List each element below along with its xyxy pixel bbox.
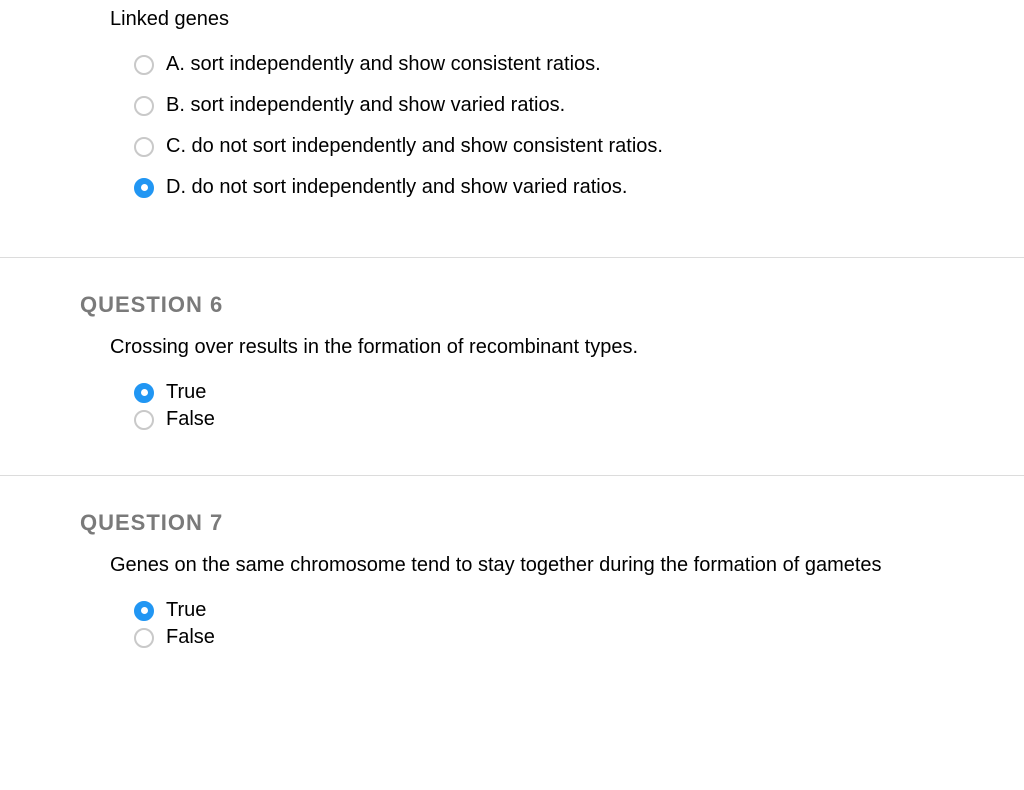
- radio-selected-icon[interactable]: [134, 601, 154, 621]
- option-label: True: [166, 599, 206, 622]
- option-label: B. sort independently and show varied ra…: [166, 94, 565, 117]
- option-row[interactable]: False: [110, 626, 1004, 649]
- radio-unselected-icon[interactable]: [134, 96, 154, 116]
- question-block-6: QUESTION 6 Crossing over results in the …: [0, 258, 1024, 475]
- option-row[interactable]: D. do not sort independently and show va…: [110, 176, 1004, 199]
- question-block-5: Linked genes A. sort independently and s…: [0, 0, 1024, 257]
- question-prompt: Genes on the same chromosome tend to sta…: [110, 554, 1004, 577]
- option-label: A. sort independently and show consisten…: [166, 53, 601, 76]
- radio-unselected-icon[interactable]: [134, 410, 154, 430]
- option-row[interactable]: False: [110, 408, 1004, 431]
- option-row[interactable]: True: [110, 381, 1004, 404]
- question-prompt: Linked genes: [110, 8, 1004, 31]
- option-row[interactable]: True: [110, 599, 1004, 622]
- radio-unselected-icon[interactable]: [134, 137, 154, 157]
- option-label: False: [166, 408, 215, 431]
- radio-unselected-icon[interactable]: [134, 55, 154, 75]
- radio-unselected-icon[interactable]: [134, 628, 154, 648]
- question-title: QUESTION 6: [0, 292, 1024, 318]
- option-label: False: [166, 626, 215, 649]
- question-content: Crossing over results in the formation o…: [0, 336, 1024, 431]
- question-content: Linked genes A. sort independently and s…: [0, 8, 1024, 199]
- radio-selected-icon[interactable]: [134, 178, 154, 198]
- option-row[interactable]: A. sort independently and show consisten…: [110, 53, 1004, 76]
- question-prompt: Crossing over results in the formation o…: [110, 336, 1004, 359]
- radio-selected-icon[interactable]: [134, 383, 154, 403]
- question-title: QUESTION 7: [0, 510, 1024, 536]
- option-row[interactable]: B. sort independently and show varied ra…: [110, 94, 1004, 117]
- option-row[interactable]: C. do not sort independently and show co…: [110, 135, 1004, 158]
- option-label: True: [166, 381, 206, 404]
- option-label: C. do not sort independently and show co…: [166, 135, 663, 158]
- question-block-7: QUESTION 7 Genes on the same chromosome …: [0, 476, 1024, 693]
- option-label: D. do not sort independently and show va…: [166, 176, 627, 199]
- question-content: Genes on the same chromosome tend to sta…: [0, 554, 1024, 649]
